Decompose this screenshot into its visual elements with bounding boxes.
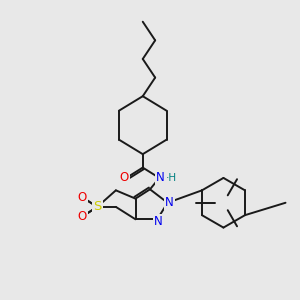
Text: O: O	[119, 171, 129, 184]
Text: S: S	[93, 200, 101, 213]
Text: O: O	[77, 210, 86, 223]
Text: ·H: ·H	[166, 173, 177, 183]
Text: N: N	[154, 215, 163, 228]
Text: N: N	[156, 171, 165, 184]
Text: N: N	[165, 196, 174, 209]
Text: O: O	[77, 191, 86, 204]
